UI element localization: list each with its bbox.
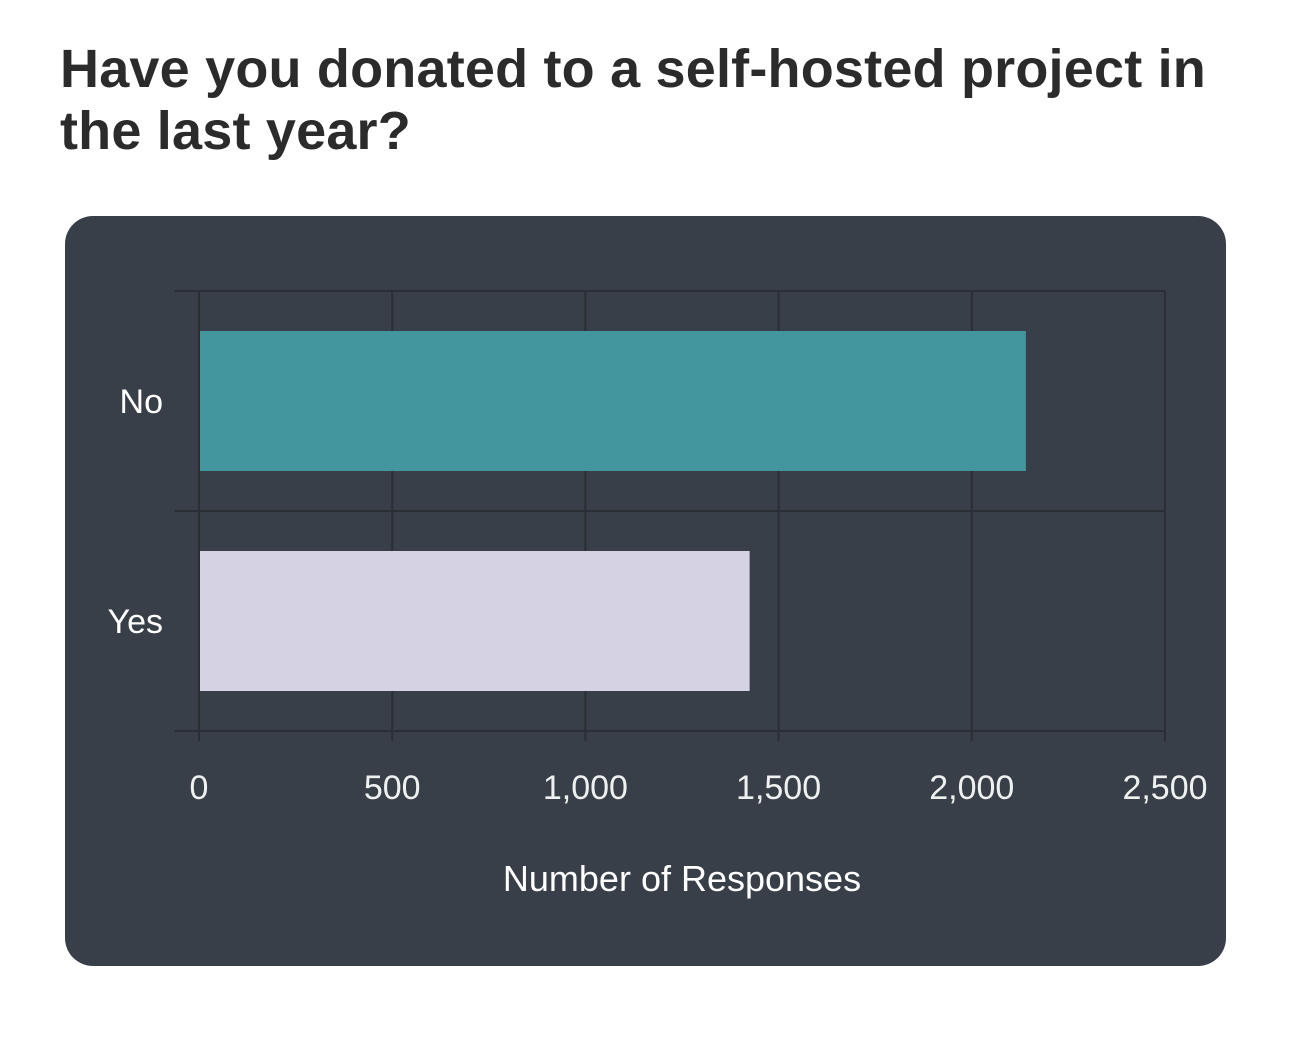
page-title: Have you donated to a self-hosted projec…: [60, 39, 1206, 161]
x-tick-label: 1,000: [543, 769, 628, 807]
bar-yes: [200, 551, 750, 691]
y-tick-label: No: [120, 383, 163, 421]
x-tick-label: 1,500: [736, 769, 821, 807]
y-tick-label: Yes: [108, 603, 163, 641]
x-tick-label: 2,000: [929, 769, 1014, 807]
bar-chart: No Yes 0 500 1,000 1,500 2,000 2,500 Number of R…: [108, 290, 1208, 899]
bar-no: [200, 331, 1026, 471]
x-tick-label: 500: [364, 769, 421, 807]
x-tick-label: 2,500: [1122, 769, 1207, 807]
x-tick-label: 0: [190, 769, 209, 807]
chart-card: No Yes 0 500 1,000 1,500 2,000 2,500 Number of R…: [65, 216, 1226, 966]
x-axis-title: Number of Responses: [503, 858, 861, 899]
